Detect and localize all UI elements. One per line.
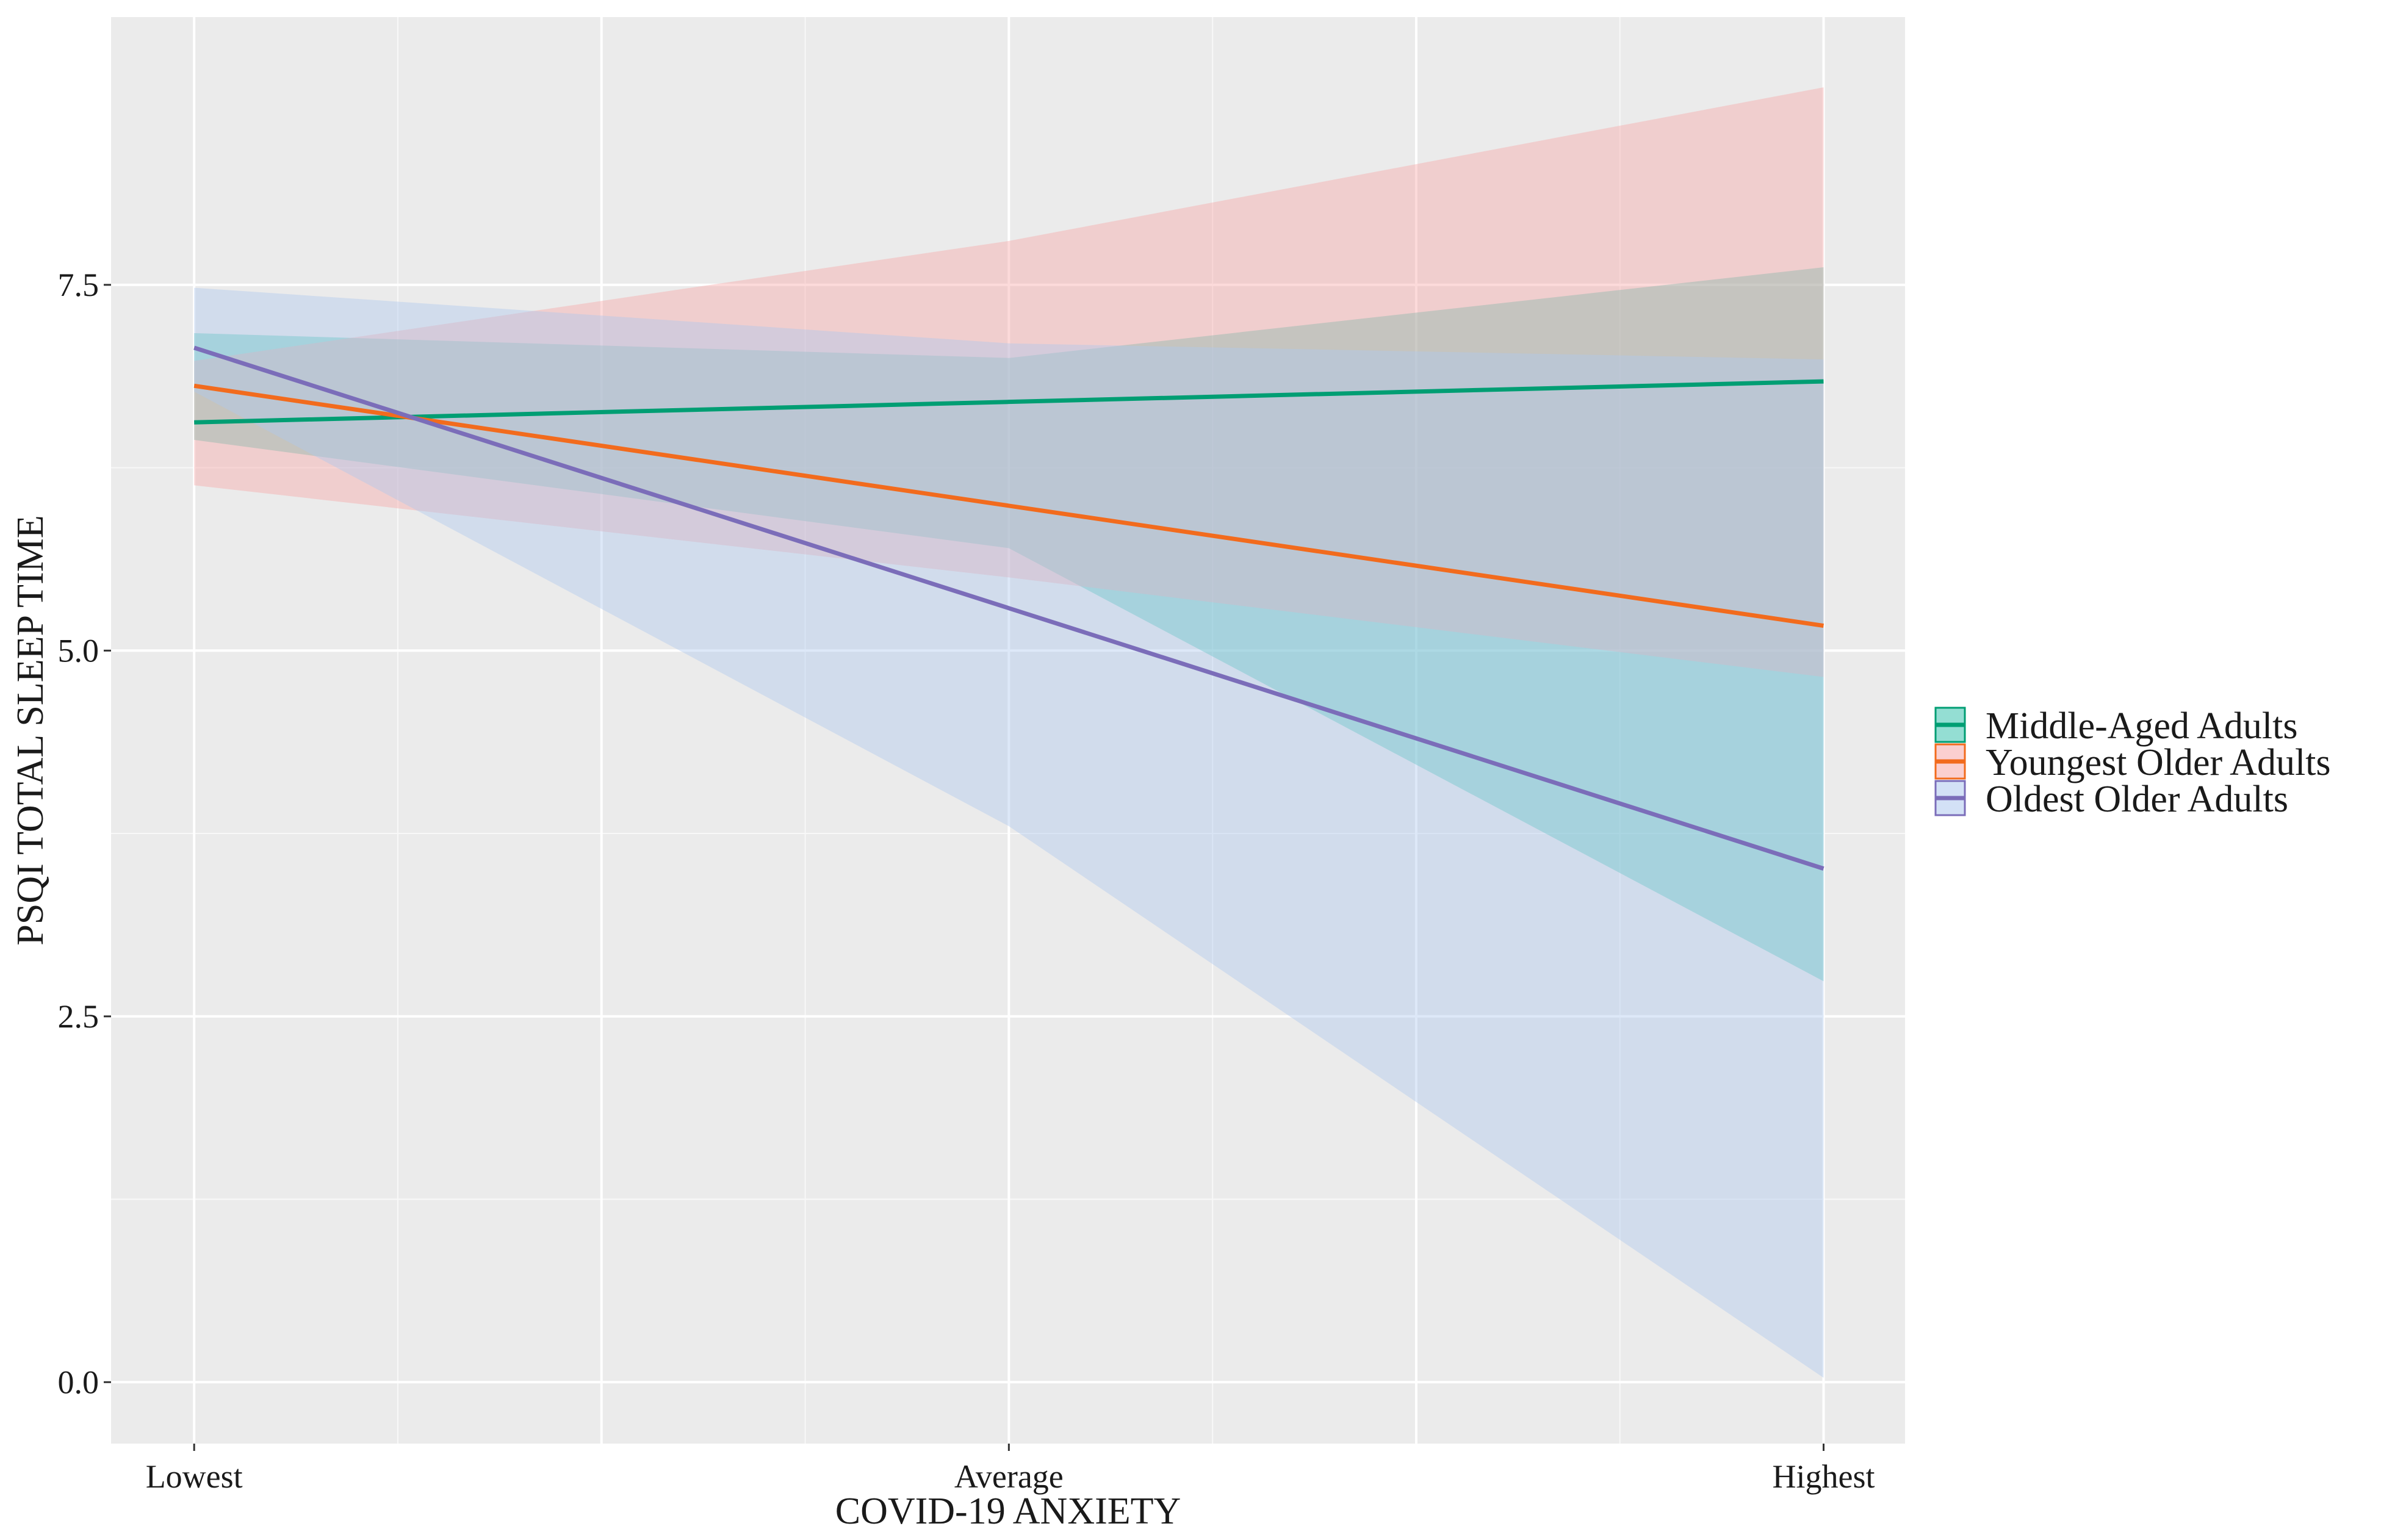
- confidence-band-3: [194, 287, 1824, 1378]
- major-gridlines: [111, 17, 1905, 1444]
- y-tick-label: 2.5: [58, 998, 99, 1035]
- x-tick-label: Lowest: [146, 1458, 243, 1495]
- confidence-band-2: [194, 87, 1824, 677]
- x-axis-title: COVID-19 ANXIETY: [835, 1491, 1181, 1532]
- series-line-1: [194, 379, 1824, 425]
- legend-label-1: Middle-Aged Adults: [1986, 705, 2297, 747]
- legend-label-2: Youngest Older Adults: [1986, 742, 2331, 783]
- series-lines: [193, 345, 1824, 871]
- legend-label-3: Oldest Older Adults: [1986, 779, 2288, 820]
- y-axis-title: PSQI TOTAL SLEEP TIME: [10, 515, 51, 945]
- series-line-3: [193, 345, 1824, 871]
- x-tick-label: Average: [954, 1458, 1064, 1495]
- y-tick-label: 5.0: [58, 632, 99, 669]
- x-tick-label: Highest: [1772, 1458, 1875, 1495]
- series-line-2: [193, 383, 1824, 628]
- y-tick-label: 0.0: [58, 1364, 99, 1400]
- y-axis: 0.0 2.5 5.0 7.5: [58, 267, 111, 1400]
- x-axis: Lowest Average Highest: [146, 1444, 1875, 1495]
- y-tick-label: 7.5: [58, 267, 99, 303]
